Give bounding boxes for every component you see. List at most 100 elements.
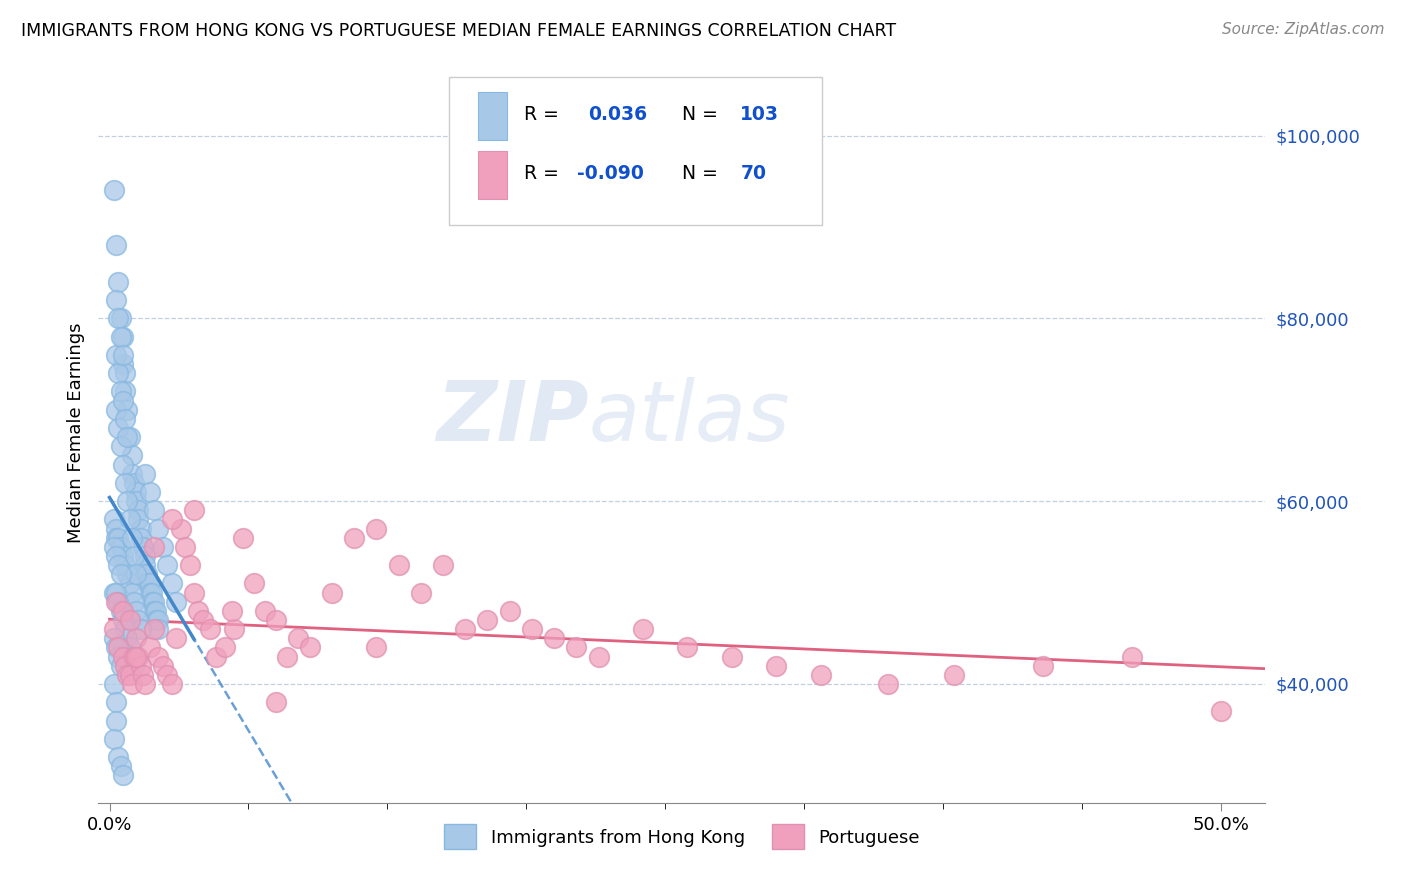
Point (105, 348, 128, 362)
Point (298, 640, 321, 655)
Point (148, 613, 170, 627)
Point (107, 750, 129, 764)
Point (498, 604, 520, 618)
Point (110, 567, 132, 582)
Point (105, 585, 128, 599)
Point (132, 540, 155, 554)
Point (122, 595, 145, 609)
Point (111, 768, 134, 782)
Point (943, 668, 966, 682)
Text: R =: R = (524, 104, 560, 124)
Y-axis label: Median Female Earnings: Median Female Earnings (66, 322, 84, 543)
Point (165, 595, 187, 609)
Point (152, 658, 174, 673)
Point (276, 649, 298, 664)
Text: Source: ZipAtlas.com: Source: ZipAtlas.com (1222, 22, 1385, 37)
Point (114, 412, 136, 426)
Point (105, 522, 128, 536)
Point (103, 183, 125, 197)
Point (125, 632, 148, 646)
Point (121, 531, 143, 545)
Point (565, 640, 588, 655)
Point (1121, 649, 1143, 664)
Point (110, 604, 132, 618)
Point (110, 658, 132, 673)
Point (134, 677, 156, 691)
Point (1209, 705, 1232, 719)
Point (127, 503, 149, 517)
Point (432, 558, 454, 573)
Point (264, 695, 287, 709)
Point (138, 640, 160, 655)
Point (105, 238, 128, 252)
Point (588, 649, 610, 664)
Point (125, 604, 148, 618)
Point (111, 329, 134, 343)
Point (179, 558, 201, 573)
Point (721, 649, 744, 664)
Point (191, 613, 214, 627)
Point (198, 622, 221, 636)
Point (125, 485, 148, 500)
Point (110, 540, 132, 554)
Point (110, 311, 132, 326)
Point (543, 632, 565, 646)
Point (107, 366, 129, 380)
Point (114, 558, 136, 573)
Point (111, 549, 134, 563)
Point (148, 522, 170, 536)
Point (117, 430, 139, 444)
Point (110, 759, 132, 773)
Point (111, 357, 134, 371)
Point (107, 558, 129, 573)
Point (183, 503, 205, 517)
Point (114, 622, 136, 636)
Point (160, 512, 183, 526)
Point (105, 640, 128, 655)
Point (118, 613, 141, 627)
Point (129, 622, 152, 636)
Point (321, 585, 343, 599)
Point (676, 640, 699, 655)
Point (103, 585, 125, 599)
Point (477, 613, 499, 627)
Point (118, 668, 141, 682)
Point (121, 677, 143, 691)
Point (103, 512, 125, 526)
Point (110, 439, 132, 453)
Text: IMMIGRANTS FROM HONG KONG VS PORTUGUESE MEDIAN FEMALE EARNINGS CORRELATION CHART: IMMIGRANTS FROM HONG KONG VS PORTUGUESE … (21, 22, 896, 40)
Point (454, 622, 477, 636)
Point (138, 585, 160, 599)
Point (222, 622, 245, 636)
Point (110, 384, 132, 399)
Point (107, 595, 129, 609)
Point (134, 558, 156, 573)
Point (132, 668, 155, 682)
Point (129, 658, 152, 673)
Point (187, 604, 209, 618)
Text: ZIP: ZIP (436, 377, 589, 458)
Point (107, 311, 129, 326)
Point (160, 677, 183, 691)
Point (134, 467, 156, 481)
Point (114, 475, 136, 490)
Point (520, 622, 543, 636)
Point (105, 595, 128, 609)
Point (114, 384, 136, 399)
Bar (478, 92, 508, 140)
Point (876, 677, 898, 691)
Point (343, 531, 366, 545)
Point (107, 275, 129, 289)
Point (183, 585, 205, 599)
Point (121, 449, 143, 463)
Point (107, 421, 129, 435)
Text: 103: 103 (741, 104, 779, 124)
Point (103, 677, 125, 691)
Point (111, 458, 134, 472)
Point (169, 522, 191, 536)
Point (143, 540, 166, 554)
Point (129, 522, 152, 536)
Point (103, 731, 125, 746)
Point (143, 595, 166, 609)
Point (127, 613, 149, 627)
